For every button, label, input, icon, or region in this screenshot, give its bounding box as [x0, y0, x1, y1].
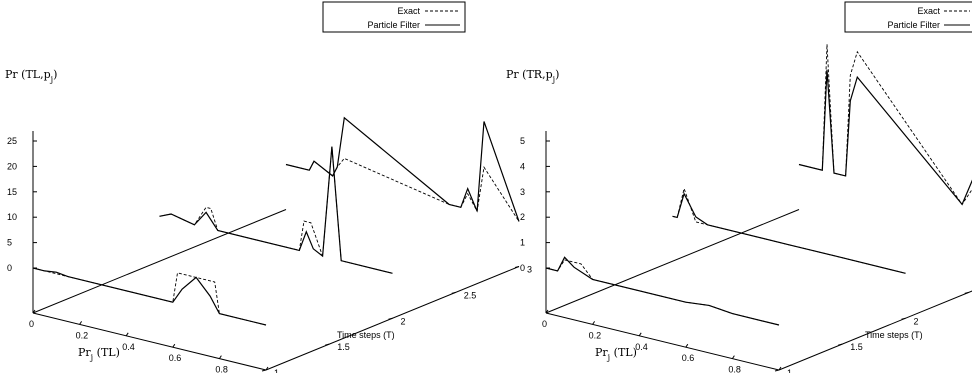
- x-axis-label: Prj (TL): [78, 346, 120, 362]
- x-axis-line: [32, 312, 267, 371]
- z-tick-label: 2: [520, 212, 525, 222]
- legend: Exact Particle Filter: [844, 1, 972, 33]
- t-tick: [774, 369, 780, 372]
- particle-filter-line-t2: [672, 192, 906, 274]
- z-tick-label: 15: [7, 187, 17, 197]
- x-tick-label: 0.4: [635, 342, 648, 352]
- z-axis-label: Pr (TL,pj): [5, 68, 57, 84]
- legend-label-particle-filter: Particle Filter: [887, 20, 940, 30]
- right-chart: Exact Particle Filter Pr (TR,pj) Prj (TL…: [506, 1, 972, 373]
- t-tick: [901, 317, 906, 320]
- left-chart: Exact Particle Filter Pr (TL,pj) Prj (TL…: [5, 1, 532, 373]
- t-tick: [388, 317, 393, 320]
- z-tick-label: 5: [7, 238, 12, 248]
- particle-filter-line-t1: [545, 256, 780, 326]
- x-tick-label: 0.6: [169, 353, 182, 363]
- x-tick: [545, 309, 549, 314]
- base-back-line: [32, 209, 287, 314]
- t-tick: [514, 266, 520, 268]
- t-axis-label: Time steps (T): [337, 330, 395, 340]
- x-tick: [32, 309, 36, 314]
- particle-filter-line-t1: [32, 267, 267, 326]
- legend-label-exact: Exact: [397, 6, 420, 16]
- z-tick-label: 20: [7, 161, 17, 171]
- t-tick-label: 3: [527, 265, 532, 275]
- z-tick-label: 1: [520, 238, 525, 248]
- legend-box: [844, 1, 972, 33]
- exact-line-t1: [545, 259, 780, 326]
- exact-line-t2: [159, 146, 393, 274]
- t-tick-label: 2.5: [464, 290, 477, 300]
- x-tick: [265, 366, 269, 371]
- t-tick-label: 1: [787, 368, 792, 373]
- t-tick-label: 2: [914, 316, 919, 326]
- z-tick-label: 25: [7, 136, 17, 146]
- t-tick: [261, 369, 267, 372]
- x-tick: [79, 321, 83, 325]
- t-tick: [325, 343, 330, 346]
- z-axis-label: Pr (TR,pj): [506, 68, 559, 84]
- x-tick: [218, 355, 222, 359]
- base-back-line: [545, 209, 800, 314]
- x-tick-label: 0: [542, 319, 547, 329]
- x-tick-label: 0.6: [682, 353, 695, 363]
- z-tick-label: 3: [520, 187, 525, 197]
- x-tick: [638, 332, 642, 337]
- x-tick: [685, 343, 689, 348]
- legend-label-particle-filter: Particle Filter: [367, 20, 420, 30]
- t-axis-line: [778, 290, 972, 371]
- t-axis-label: Time steps (T): [865, 330, 923, 340]
- particle-filter-line-t2: [159, 146, 393, 274]
- particle-filter-line-t3: [798, 69, 972, 206]
- x-tick-label: 0.4: [122, 342, 135, 352]
- t-tick: [838, 343, 843, 346]
- t-tick-label: 1.5: [850, 342, 863, 352]
- x-tick: [172, 343, 176, 348]
- z-tick-label: 4: [520, 161, 525, 171]
- x-axis-line: [545, 312, 780, 371]
- x-tick-label: 0.8: [728, 365, 741, 373]
- z-tick-label: 10: [7, 212, 17, 222]
- exact-line-t1: [32, 267, 267, 326]
- x-tick-label: 0: [29, 319, 34, 329]
- t-tick-label: 1: [274, 368, 279, 373]
- x-tick-label: 0.2: [589, 330, 602, 340]
- x-tick: [592, 321, 596, 325]
- x-axis-label: Prj (TL): [595, 346, 637, 362]
- x-tick: [731, 355, 735, 359]
- z-tick-label: 0: [7, 263, 12, 273]
- x-tick: [125, 332, 129, 337]
- z-tick-label: 5: [520, 136, 525, 146]
- exact-line-t3: [285, 157, 520, 222]
- t-tick: [451, 291, 456, 294]
- legend-label-exact: Exact: [917, 6, 940, 16]
- legend: Exact Particle Filter: [322, 1, 466, 33]
- x-tick-label: 0.2: [76, 330, 89, 340]
- x-tick: [778, 366, 782, 371]
- t-tick-label: 2: [401, 316, 406, 326]
- exact-line-t2: [672, 187, 906, 274]
- legend-box: [322, 1, 466, 33]
- x-tick-label: 0.8: [215, 365, 228, 373]
- t-tick-label: 1.5: [337, 342, 350, 352]
- z-tick-label: 0: [520, 263, 525, 273]
- exact-line-t3: [798, 44, 972, 206]
- particle-filter-line-t3: [285, 116, 520, 222]
- t-tick: [964, 291, 969, 294]
